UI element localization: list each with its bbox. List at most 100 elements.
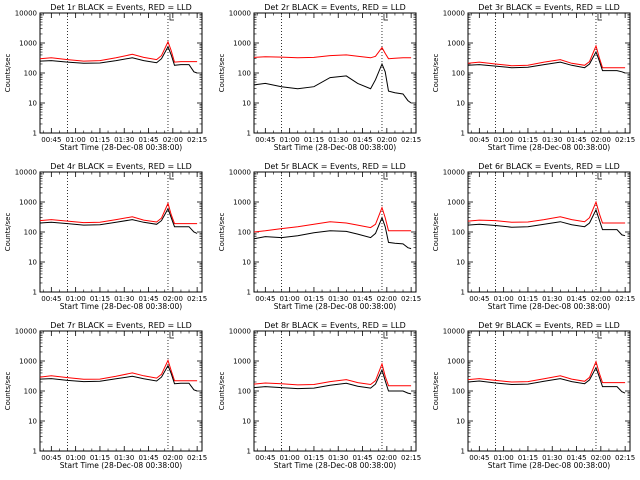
x-tick-label: 01:30 bbox=[114, 136, 134, 144]
x-tick-label: 01:00 bbox=[66, 136, 86, 144]
y-tick-label: 1000 bbox=[447, 40, 465, 48]
panel-det-5: Det 5r BLACK = Events, RED = LLD 1 10 100 10… bbox=[218, 162, 421, 311]
x-tick-label: 02:15 bbox=[187, 454, 207, 462]
x-tick-label: 00:45 bbox=[41, 136, 61, 144]
plot-frame bbox=[39, 12, 203, 134]
y-axis-label: Counts/sec bbox=[4, 54, 12, 93]
x-tick-label: 02:15 bbox=[615, 136, 635, 144]
x-axis-label: Start Time (28-Dec-08 00:38:00) bbox=[488, 143, 610, 152]
x-tick-label: 01:30 bbox=[328, 295, 348, 303]
series-line-lld bbox=[39, 40, 198, 63]
y-axis-label: Counts/sec bbox=[4, 213, 12, 252]
x-axis-label: Start Time (28-Dec-08 00:38:00) bbox=[60, 143, 182, 152]
y-tick-label: 1000 bbox=[233, 40, 251, 48]
x-tick-label: 02:00 bbox=[377, 136, 397, 144]
x-axis-label: Start Time (28-Dec-08 00:38:00) bbox=[60, 302, 182, 311]
plot-frame bbox=[39, 330, 203, 452]
y-tick-label: 1 bbox=[33, 448, 37, 456]
x-tick-label: 01:00 bbox=[494, 295, 514, 303]
y-tick-label: 100 bbox=[24, 388, 37, 396]
x-tick-label: 02:00 bbox=[591, 295, 611, 303]
x-tick-label: 01:00 bbox=[66, 454, 86, 462]
x-tick-label: 01:30 bbox=[542, 136, 562, 144]
marker-flag-icon bbox=[383, 14, 388, 21]
marker-flag-icon bbox=[383, 173, 388, 180]
x-tick-label: 01:00 bbox=[66, 295, 86, 303]
y-tick-label: 1 bbox=[33, 289, 37, 297]
x-tick-label: 02:15 bbox=[401, 454, 421, 462]
series-line-lld bbox=[253, 362, 412, 387]
x-axis-label: Start Time (28-Dec-08 00:38:00) bbox=[274, 302, 396, 311]
series-line-events bbox=[253, 216, 412, 250]
x-tick-label: 01:45 bbox=[566, 295, 586, 303]
x-tick-label: 00:45 bbox=[255, 295, 275, 303]
y-axis-label: Counts/sec bbox=[218, 54, 226, 93]
y-tick-label: 100 bbox=[452, 70, 465, 78]
y-tick-label: 10000 bbox=[443, 328, 465, 336]
series-line-events bbox=[39, 207, 198, 234]
series-line-events bbox=[39, 364, 198, 392]
series-line-events bbox=[467, 366, 626, 394]
plot-frame bbox=[253, 12, 417, 134]
y-tick-label: 100 bbox=[452, 388, 465, 396]
y-tick-label: 1 bbox=[247, 289, 251, 297]
y-tick-label: 100 bbox=[238, 229, 251, 237]
y-tick-label: 10000 bbox=[15, 169, 37, 177]
x-tick-label: 00:45 bbox=[469, 454, 489, 462]
panel-title: Det 9r BLACK = Events, RED = LLD bbox=[478, 321, 620, 330]
y-tick-label: 10 bbox=[28, 259, 37, 267]
series-line-events bbox=[253, 368, 412, 395]
series-line-lld bbox=[467, 44, 626, 69]
x-tick-label: 01:00 bbox=[494, 454, 514, 462]
y-tick-label: 10 bbox=[456, 418, 465, 426]
x-tick-label: 00:45 bbox=[255, 454, 275, 462]
series-line-events bbox=[39, 45, 198, 74]
y-axis-label: Counts/sec bbox=[432, 54, 440, 93]
x-tick-label: 01:30 bbox=[114, 295, 134, 303]
y-tick-label: 1 bbox=[247, 448, 251, 456]
y-tick-label: 1000 bbox=[233, 199, 251, 207]
x-tick-label: 02:00 bbox=[163, 136, 183, 144]
marker-flag-icon bbox=[169, 14, 174, 21]
marker-flag-icon bbox=[597, 332, 602, 339]
panel-det-3: Det 3r BLACK = Events, RED = LLD 1 10 100 10… bbox=[432, 3, 635, 152]
x-tick-label: 02:15 bbox=[615, 454, 635, 462]
x-tick-label: 01:15 bbox=[518, 136, 538, 144]
series-line-events bbox=[467, 208, 626, 237]
panel-title: Det 7r BLACK = Events, RED = LLD bbox=[50, 321, 192, 330]
x-tick-label: 00:45 bbox=[41, 454, 61, 462]
plot-frame bbox=[39, 171, 203, 293]
x-tick-label: 02:00 bbox=[591, 136, 611, 144]
y-tick-label: 10 bbox=[242, 418, 251, 426]
x-tick-label: 02:15 bbox=[187, 136, 207, 144]
marker-flag-icon bbox=[169, 173, 174, 180]
x-tick-label: 01:45 bbox=[352, 295, 372, 303]
y-tick-label: 10 bbox=[456, 100, 465, 108]
y-axis-label: Counts/sec bbox=[4, 372, 12, 411]
x-axis-label: Start Time (28-Dec-08 00:38:00) bbox=[488, 302, 610, 311]
panel-title: Det 6r BLACK = Events, RED = LLD bbox=[478, 162, 620, 171]
x-tick-label: 01:00 bbox=[280, 454, 300, 462]
panel-title: Det 2r BLACK = Events, RED = LLD bbox=[264, 3, 406, 12]
marker-flag-icon bbox=[169, 332, 174, 339]
x-tick-label: 01:30 bbox=[328, 454, 348, 462]
x-tick-label: 01:45 bbox=[138, 295, 158, 303]
series-line-lld bbox=[467, 200, 626, 224]
y-tick-label: 1000 bbox=[19, 40, 37, 48]
y-tick-label: 10 bbox=[242, 100, 251, 108]
x-tick-label: 01:45 bbox=[352, 454, 372, 462]
plot-frame bbox=[467, 171, 631, 293]
x-tick-label: 01:15 bbox=[518, 295, 538, 303]
x-tick-label: 02:00 bbox=[377, 295, 397, 303]
y-tick-label: 1000 bbox=[447, 199, 465, 207]
panel-det-4: Det 4r BLACK = Events, RED = LLD 1 10 100 10… bbox=[4, 162, 207, 311]
y-tick-label: 100 bbox=[238, 70, 251, 78]
x-tick-label: 01:15 bbox=[304, 136, 324, 144]
panel-det-1: Det 1r BLACK = Events, RED = LLD 1 10 100 10… bbox=[4, 3, 207, 152]
y-axis-label: Counts/sec bbox=[432, 213, 440, 252]
x-tick-label: 00:45 bbox=[41, 295, 61, 303]
y-tick-label: 10 bbox=[456, 259, 465, 267]
panel-det-7: Det 7r BLACK = Events, RED = LLD 1 10 100 10… bbox=[4, 321, 207, 470]
x-tick-label: 01:45 bbox=[138, 136, 158, 144]
panel-det-6: Det 6r BLACK = Events, RED = LLD 1 10 100 10… bbox=[432, 162, 635, 311]
